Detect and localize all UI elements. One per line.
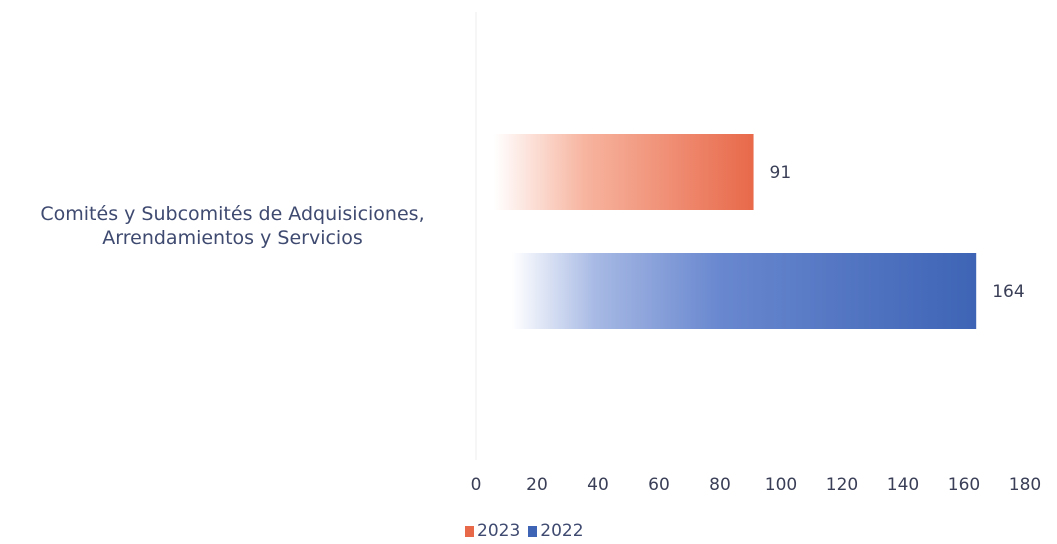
data-label-2022: 164 (992, 282, 1024, 302)
legend-swatch-2023 (465, 525, 474, 537)
x-tick-label: 80 (709, 475, 731, 495)
category-label: Comités y Subcomités de Adquisiciones, A… (10, 202, 455, 250)
x-tick-label: 60 (648, 475, 670, 495)
x-tick-label: 20 (526, 475, 548, 495)
x-tick-label: 0 (471, 475, 482, 495)
legend-swatch-2022 (528, 525, 538, 537)
category-label-line-2: Arrendamientos y Servicios (102, 227, 363, 249)
x-tick-label: 160 (948, 475, 980, 495)
x-tick-label: 40 (587, 475, 609, 495)
legend-label-2023: 2023 (477, 521, 521, 541)
x-tick-label: 180 (1009, 475, 1041, 495)
legend-item-2023: 2023 (465, 521, 520, 541)
bar-2023 (494, 134, 754, 210)
legend-label-2022: 2022 (540, 521, 584, 541)
legend: 2023 2022 (465, 521, 592, 541)
bar-2022 (512, 253, 977, 329)
data-label-2023: 91 (770, 163, 792, 183)
x-tick-label: 140 (887, 475, 919, 495)
x-tick-label: 100 (765, 475, 797, 495)
category-label-line-1: Comités y Subcomités de Adquisiciones, (40, 203, 425, 225)
legend-item-2022: 2022 (528, 521, 584, 541)
x-tick-label: 120 (826, 475, 858, 495)
